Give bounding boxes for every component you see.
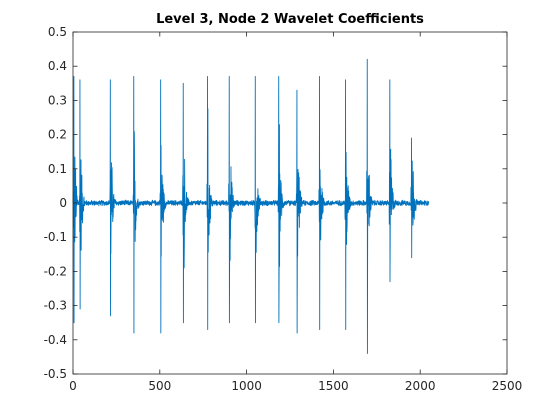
x-tick-label: 2000 (405, 379, 436, 393)
y-tick-label: 0.5 (48, 25, 67, 39)
y-tick-label: -0.4 (44, 333, 67, 347)
chart-title: Level 3, Node 2 Wavelet Coefficients (156, 12, 424, 27)
x-tick-label: 1000 (231, 379, 262, 393)
x-tick-label: 2500 (492, 379, 523, 393)
ticks-layer: 0 500 1000 1500 2000 2500 -0.5 -0.4 -0.3 -0.2 -0.1… (44, 25, 523, 393)
y-tick-label: 0.1 (48, 162, 67, 176)
x-tick-label: 0 (69, 379, 77, 393)
series-line (72, 58, 430, 354)
y-tick-label: -0.5 (44, 367, 67, 381)
series-layer (72, 58, 430, 354)
y-tick-label: 0.4 (48, 59, 67, 73)
x-tick-label: 500 (148, 379, 171, 393)
y-tick-label: 0.2 (48, 128, 67, 142)
y-tick-label: -0.3 (44, 299, 67, 313)
y-tick-label: 0 (59, 196, 67, 210)
y-tick-label: -0.2 (44, 264, 67, 278)
x-tick-label: 1500 (318, 379, 349, 393)
y-tick-label: -0.1 (44, 230, 67, 244)
y-tick-label: 0.3 (48, 93, 67, 107)
